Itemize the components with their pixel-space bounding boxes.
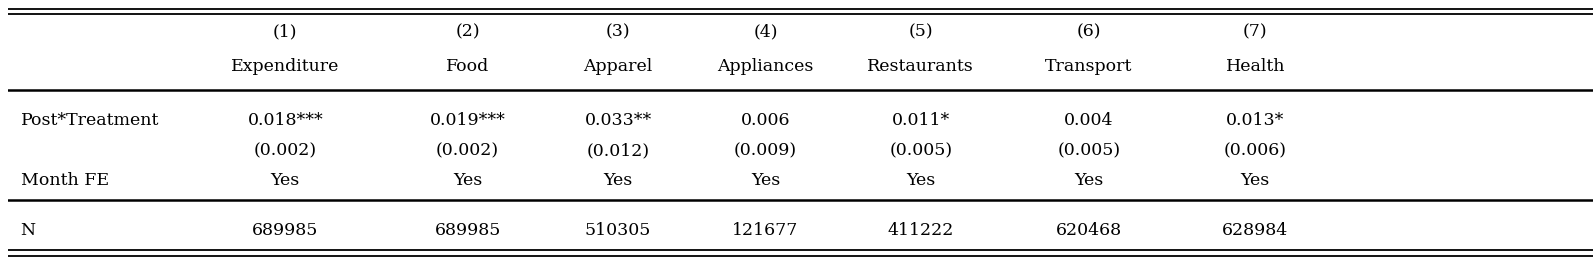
Text: (0.005): (0.005) — [889, 143, 953, 159]
Text: (4): (4) — [753, 23, 777, 40]
Text: Yes: Yes — [1240, 172, 1270, 189]
Text: (0.006): (0.006) — [1224, 143, 1286, 159]
Text: Yes: Yes — [453, 172, 482, 189]
Text: 121677: 121677 — [733, 222, 798, 239]
Text: (6): (6) — [1077, 23, 1101, 40]
Text: Yes: Yes — [907, 172, 935, 189]
Text: 0.011*: 0.011* — [892, 112, 950, 128]
Text: (5): (5) — [908, 23, 934, 40]
Text: 689985: 689985 — [434, 222, 501, 239]
Text: Appliances: Appliances — [717, 58, 814, 75]
Text: Transport: Transport — [1045, 58, 1133, 75]
Text: Food: Food — [445, 58, 490, 75]
Text: Yes: Yes — [750, 172, 780, 189]
Text: Apparel: Apparel — [584, 58, 653, 75]
Text: (3): (3) — [606, 23, 630, 40]
Text: (7): (7) — [1243, 23, 1267, 40]
Text: 620468: 620468 — [1057, 222, 1122, 239]
Text: Yes: Yes — [603, 172, 632, 189]
Text: 0.033**: 0.033** — [584, 112, 651, 128]
Text: 628984: 628984 — [1223, 222, 1288, 239]
Text: (0.002): (0.002) — [254, 143, 318, 159]
Text: (0.012): (0.012) — [587, 143, 650, 159]
Text: 689985: 689985 — [252, 222, 319, 239]
Text: Month FE: Month FE — [21, 172, 109, 189]
Text: Health: Health — [1226, 58, 1285, 75]
Text: 510305: 510305 — [586, 222, 651, 239]
Text: (1): (1) — [273, 23, 297, 40]
Text: Yes: Yes — [271, 172, 300, 189]
Text: Expenditure: Expenditure — [231, 58, 340, 75]
Text: (2): (2) — [455, 23, 480, 40]
Text: Restaurants: Restaurants — [868, 58, 974, 75]
Text: 411222: 411222 — [887, 222, 954, 239]
Text: 0.013*: 0.013* — [1226, 112, 1285, 128]
Text: 0.018***: 0.018*** — [247, 112, 324, 128]
Text: 0.019***: 0.019*** — [429, 112, 506, 128]
Text: 0.006: 0.006 — [741, 112, 790, 128]
Text: (0.005): (0.005) — [1057, 143, 1120, 159]
Text: Post*Treatment: Post*Treatment — [21, 112, 160, 128]
Text: Yes: Yes — [1074, 172, 1103, 189]
Text: (0.009): (0.009) — [734, 143, 796, 159]
Text: 0.004: 0.004 — [1065, 112, 1114, 128]
Text: (0.002): (0.002) — [436, 143, 500, 159]
Text: N: N — [21, 222, 35, 239]
